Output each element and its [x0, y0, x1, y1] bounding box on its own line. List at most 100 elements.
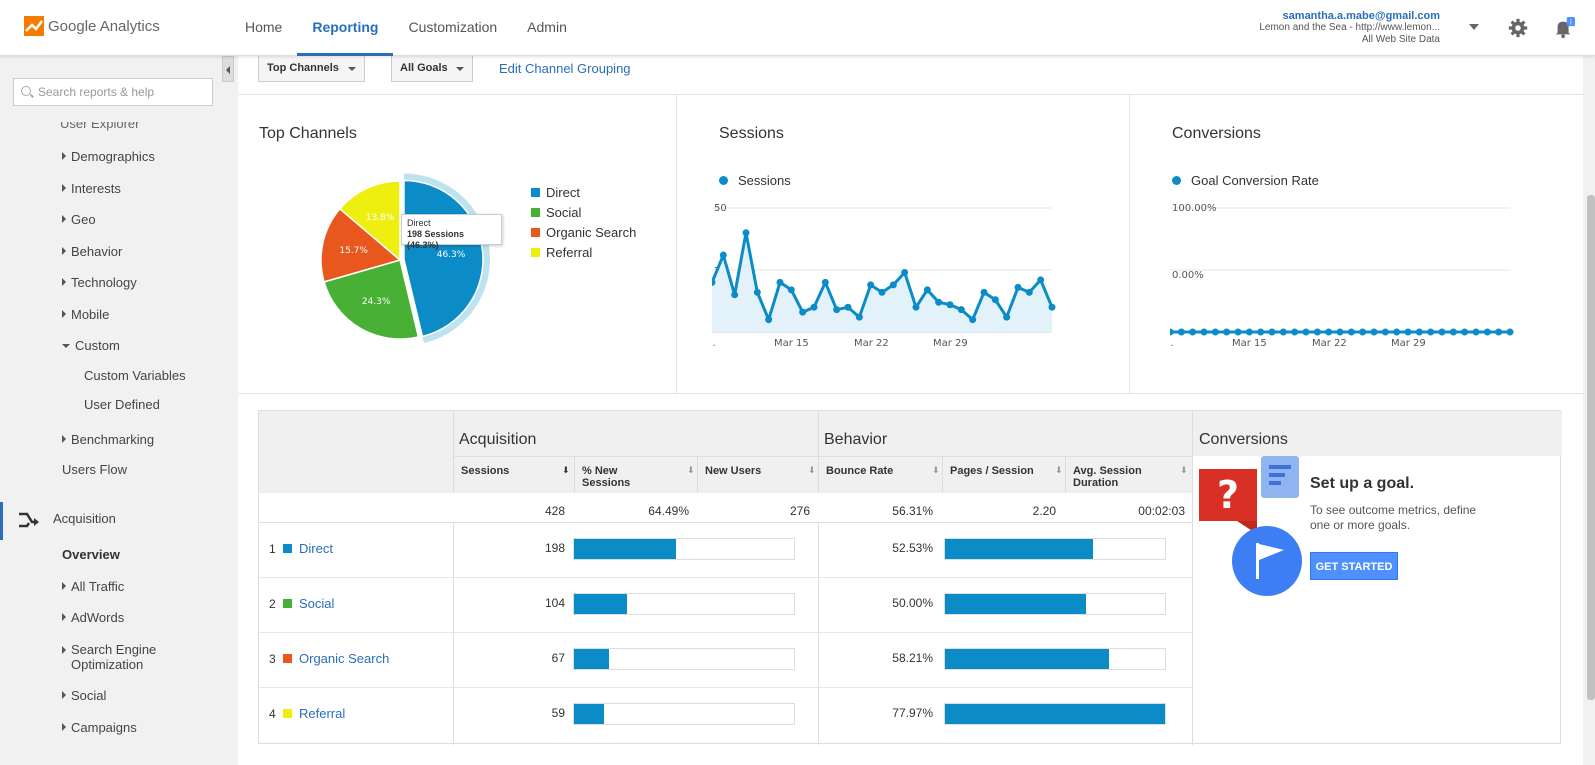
sidebar-item-label: Search Engine Optimization	[71, 642, 157, 672]
y-axis-label: 100.00%	[1172, 203, 1217, 214]
data-point	[810, 303, 818, 311]
conversion-rate-line-chart[interactable]: 100.00% 0.00%... Mar 15 Mar 22 Mar 29	[1170, 200, 1540, 360]
sidebar-item-interests[interactable]: Interests	[62, 181, 121, 196]
sidebar-item-user-defined[interactable]: User Defined	[84, 397, 160, 412]
sidebar-item-user-explorer[interactable]: User Explorer	[60, 116, 140, 131]
sort-icon[interactable]: ⬇	[932, 465, 940, 475]
nav-home[interactable]: Home	[245, 19, 283, 35]
legend-dot	[719, 176, 728, 185]
gear-icon[interactable]	[1507, 17, 1529, 39]
sort-desc-icon[interactable]: ⬇	[562, 465, 570, 475]
data-point	[1245, 328, 1253, 336]
top-bar: Google Analytics Home Reporting Customiz…	[0, 0, 1595, 56]
sidebar-item-benchmarking[interactable]: Benchmarking	[62, 432, 154, 447]
search-input[interactable]: Search reports & help	[13, 78, 213, 106]
col-avg-session-duration[interactable]: Avg. Session Duration	[1073, 465, 1142, 489]
sidebar-item-acquisition[interactable]: Acquisition	[53, 511, 116, 526]
col-sessions[interactable]: Sessions	[461, 465, 510, 477]
sidebar-item-campaigns[interactable]: Campaigns	[62, 720, 137, 735]
search-placeholder: Search reports & help	[38, 85, 155, 99]
notifications-bell-icon[interactable]: i	[1553, 17, 1575, 39]
channel-label: Referral	[299, 706, 346, 721]
expand-arrow-icon	[62, 723, 66, 731]
bounce-rate-bar	[944, 648, 1166, 670]
channel-link[interactable]: Organic Search	[283, 651, 389, 666]
channel-label: Direct	[299, 541, 333, 556]
channel-grouping-dropdown[interactable]: Top Channels	[258, 55, 365, 82]
series-area	[712, 232, 1052, 332]
get-started-button[interactable]: GET STARTED	[1310, 552, 1398, 580]
vertical-scrollbar[interactable]	[1587, 195, 1595, 700]
col-new-users[interactable]: New Users	[705, 465, 762, 477]
data-point	[1495, 328, 1503, 336]
nav-admin[interactable]: Admin	[527, 19, 567, 35]
pie-slice-social	[323, 259, 420, 340]
conversions-title: Conversions	[1172, 125, 1261, 142]
col-bounce-rate[interactable]: Bounce Rate	[826, 465, 894, 477]
sidebar-item-users-flow[interactable]: Users Flow	[62, 462, 128, 477]
data-point	[712, 278, 716, 286]
divider	[259, 522, 1192, 523]
sidebar-item-seo[interactable]: Search Engine Optimization	[62, 642, 172, 672]
sidebar-item-custom-variables[interactable]: Custom Variables	[84, 368, 186, 383]
sidebar-item-social[interactable]: Social	[62, 688, 106, 703]
channel-link[interactable]: Referral	[283, 706, 345, 721]
channel-label: Social	[299, 596, 335, 611]
account-selector[interactable]: samantha.a.mabe@gmail.com Lemon and the …	[1259, 10, 1440, 46]
legend-swatch	[531, 188, 540, 197]
sessions-bar	[573, 648, 795, 670]
goal-promo-body-1: To see outcome metrics, define	[1310, 503, 1477, 517]
divider	[238, 393, 1583, 394]
sidebar-item-label: Demographics	[71, 149, 155, 164]
expand-arrow-icon	[62, 184, 66, 192]
col-pct-new-sessions[interactable]: % New Sessions	[582, 465, 630, 489]
data-point	[1003, 313, 1011, 321]
col-pages-session[interactable]: Pages / Session	[950, 465, 1034, 477]
channel-link[interactable]: Social	[283, 596, 334, 611]
data-point	[1302, 328, 1310, 336]
account-caret-icon[interactable]	[1469, 24, 1479, 30]
sidebar-item-technology[interactable]: Technology	[62, 275, 137, 290]
data-point	[753, 288, 761, 296]
edit-channel-grouping-link[interactable]: Edit Channel Grouping	[499, 61, 631, 76]
legend-referral: Referral	[531, 245, 592, 260]
sort-icon[interactable]: ⬇	[1180, 465, 1188, 475]
legend-swatch	[531, 228, 540, 237]
sidebar-item-mobile[interactable]: Mobile	[62, 307, 109, 322]
nav-customization[interactable]: Customization	[408, 19, 498, 35]
data-point	[1313, 328, 1321, 336]
data-point	[844, 303, 852, 311]
analytics-logo-icon	[24, 16, 44, 36]
sidebar-item-overview[interactable]: Overview	[62, 547, 120, 562]
data-point	[1461, 328, 1469, 336]
sort-icon[interactable]: ⬇	[687, 465, 695, 475]
sidebar-item-custom[interactable]: Custom	[62, 338, 120, 353]
row-bounce-rate: 77.97%	[892, 706, 933, 720]
x-axis-label: Mar 15	[1232, 338, 1267, 349]
y-axis-label: 50	[714, 203, 727, 214]
goals-dropdown[interactable]: All Goals	[391, 55, 473, 82]
sidebar-item-all-traffic[interactable]: All Traffic	[62, 579, 124, 594]
tooltip-title: Direct	[407, 218, 431, 228]
data-point	[1325, 328, 1333, 336]
row-sessions: 104	[544, 596, 565, 610]
sidebar-item-demographics[interactable]: Demographics	[62, 149, 155, 164]
data-point	[1336, 328, 1344, 336]
total-sessions: 428	[544, 504, 565, 518]
pie-slice-organic-search	[320, 207, 402, 283]
data-point	[889, 281, 897, 289]
sidebar-item-behavior[interactable]: Behavior	[62, 244, 122, 259]
nav-reporting[interactable]: Reporting	[297, 0, 394, 56]
sidebar-item-geo[interactable]: Geo	[62, 212, 96, 227]
channel-link[interactable]: Direct	[283, 541, 333, 556]
sidebar-item-adwords[interactable]: AdWords	[62, 610, 124, 625]
logo[interactable]: Google Analytics	[24, 16, 160, 36]
bounce-rate-bar	[944, 593, 1166, 615]
sort-icon[interactable]: ⬇	[808, 465, 816, 475]
sidebar-collapse-button[interactable]	[222, 56, 234, 82]
top-channels-pie-chart[interactable]: 46.3% 24.3% 15.7% 13.8%	[300, 160, 520, 360]
pie-slice-label: 24.3%	[362, 297, 391, 307]
data-point	[912, 303, 920, 311]
sort-icon[interactable]: ⬇	[1055, 465, 1063, 475]
